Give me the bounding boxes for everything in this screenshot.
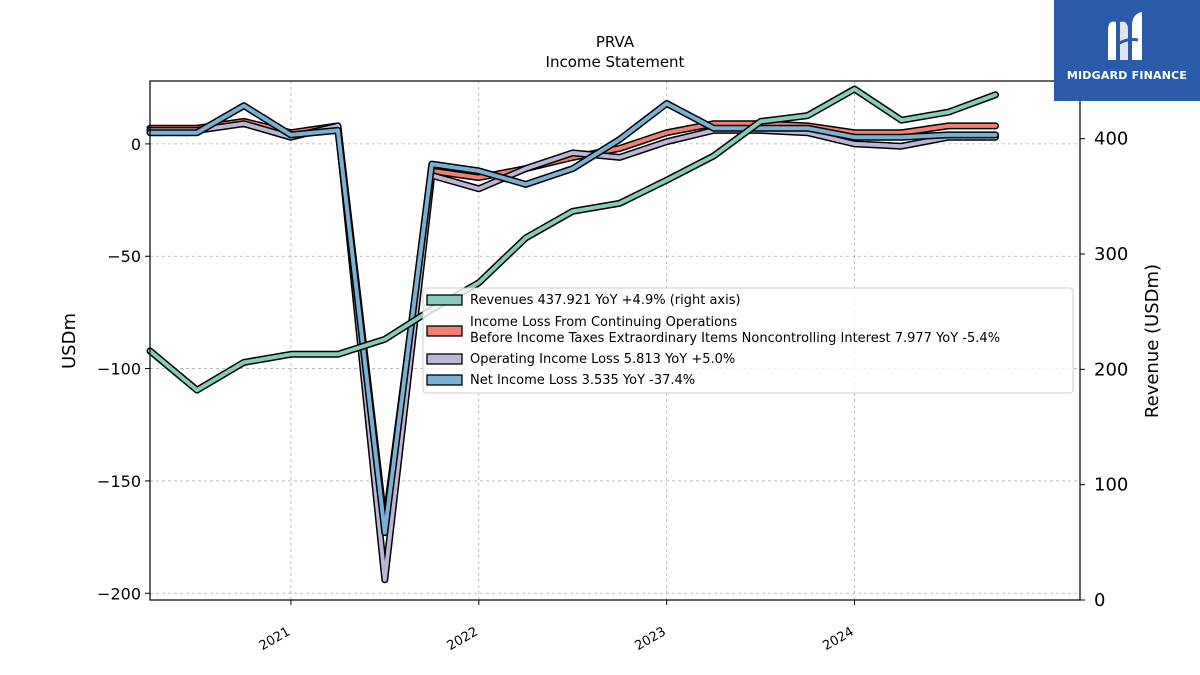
left-axis-series: [146, 100, 999, 584]
left-axis-tick-label: 0: [131, 135, 141, 154]
right-axis-tick-label: 200: [1094, 359, 1128, 380]
left-axis-label: USDm: [59, 313, 80, 369]
chart-subtitle: Income Statement: [546, 53, 685, 71]
legend-swatch-net-income: [426, 374, 463, 386]
left-axis-tick-label: −100: [97, 360, 141, 379]
x-axis-tick-label: 2024: [820, 624, 856, 654]
legend-label-pretax-income-line2: Before Income Taxes Extraordinary Items …: [470, 331, 1000, 346]
x-axis-tick-label: 2021: [257, 624, 293, 654]
legend-swatch-pretax-income: [426, 325, 463, 337]
right-axis-tick-label: 100: [1094, 475, 1128, 496]
brand-name: MIDGARD FINANCE: [1066, 69, 1188, 82]
chart-title: PRVA: [596, 33, 635, 51]
legend-label-operating-income: Operating Income Loss 5.813 YoY +5.0%: [470, 352, 735, 367]
legend: Revenues 437.921 YoY +4.9% (right axis) …: [422, 287, 1074, 394]
x-axis-tick-label: 2022: [445, 624, 481, 654]
right-axis-label: Revenue (USDm): [1142, 264, 1163, 418]
brand-logo-icon: [1108, 12, 1142, 61]
x-axis-tick-label: 2023: [633, 624, 669, 654]
left-axis-tick-label: −200: [97, 584, 141, 603]
left-axis-tick-label: −50: [107, 247, 141, 266]
left-axis-tick-label: −150: [97, 472, 141, 491]
brand-logo: MIDGARD FINANCE: [1054, 0, 1200, 101]
right-axis-tick-label: 400: [1094, 129, 1128, 150]
plot-frame: [149, 80, 1081, 601]
legend-label-net-income: Net Income Loss 3.535 YoY -37.4%: [470, 373, 695, 388]
right-axis-tick-label: 300: [1094, 244, 1128, 265]
right-axis-tick-label: 0: [1094, 590, 1105, 611]
legend-box: [422, 287, 1074, 394]
legend-label-pretax-income-line1: Income Loss From Continuing Operations: [470, 315, 737, 330]
legend-swatch-operating-income: [426, 353, 463, 365]
right-axis-series: [146, 85, 999, 394]
legend-label-revenues: Revenues 437.921 YoY +4.9% (right axis): [470, 293, 741, 308]
legend-swatch-revenues: [426, 294, 463, 306]
